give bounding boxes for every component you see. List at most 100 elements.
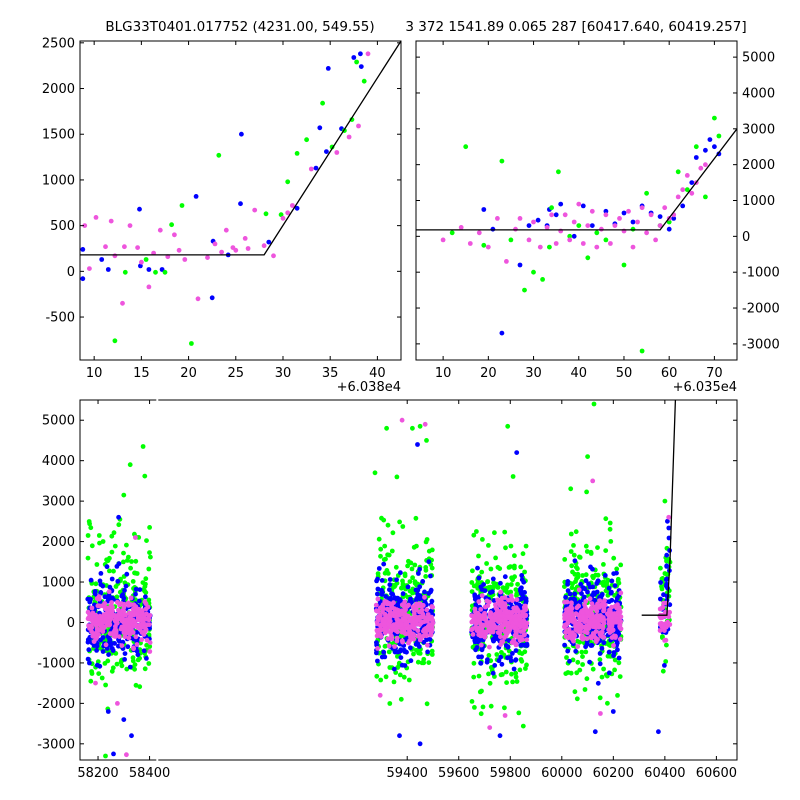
data-point [480,704,486,710]
data-point [124,571,130,577]
data-point [389,633,394,639]
data-point [515,581,520,587]
data-point [346,134,352,140]
y-tick-label: 0 [67,616,75,631]
data-point [613,635,618,640]
outlier-point [394,474,400,480]
data-point [387,618,393,624]
data-point [126,635,132,641]
data-point [522,605,527,611]
data-point [502,574,508,580]
data-point [509,623,515,629]
data-point [570,637,576,642]
data-point [263,211,269,217]
data-point [398,647,404,653]
data-point [505,644,511,650]
data-point [582,586,588,592]
data-point [572,591,578,597]
x-tick-label: 20 [480,366,497,381]
data-point [137,206,142,212]
data-point [102,601,108,606]
outlier-point [505,423,511,429]
y-tick-label: 1000 [742,194,775,209]
y-tick-label: 2000 [42,82,75,97]
data-point [498,672,504,678]
data-point [573,564,579,570]
outlier-point [93,680,98,686]
data-point [599,674,605,680]
data-point [479,593,485,598]
x-tick-label: 70 [706,366,723,381]
data-point [103,244,108,250]
data-point [564,655,569,660]
data-point [471,674,477,680]
outlier-point [121,717,127,722]
data-point [374,578,379,584]
data-point [630,226,636,232]
data-point [518,596,524,602]
data-point [576,223,582,229]
data-point [382,620,387,626]
data-point [114,614,119,620]
data-point [412,562,418,568]
data-point [402,599,408,605]
data-point [505,627,510,633]
y-tick-label: -3000 [742,337,780,352]
model-line [641,400,677,616]
data-point [136,606,142,612]
data-point [481,207,487,212]
axis-break [156,398,159,402]
data-point [425,649,430,655]
data-point [613,624,618,629]
data-point [575,644,581,649]
data-point [498,589,503,595]
outlier-point [598,711,603,716]
data-point [519,573,525,578]
data-point [125,554,131,560]
data-point [137,598,142,604]
data-point [521,621,527,627]
data-point [458,225,464,230]
data-point [147,613,153,618]
x-tick-label: 60600 [696,766,737,781]
x-tick-label: 10 [435,366,452,381]
data-point [596,603,602,609]
data-point [514,679,520,684]
data-point [671,216,677,221]
data-point [153,269,158,275]
y-tick-label: 0 [742,230,750,245]
data-point [563,671,569,676]
data-point [524,643,530,648]
data-point [413,641,419,647]
data-point [387,582,393,588]
data-point [145,617,151,622]
data-point [398,655,404,660]
data-point [144,538,149,543]
data-point [157,227,163,233]
data-point [480,537,485,542]
data-point [569,617,575,623]
data-point [88,525,94,531]
data-point [594,581,600,586]
data-point [601,640,607,646]
data-point [584,549,590,554]
data-point [511,666,517,672]
data-point [639,205,645,211]
data-point [626,208,631,214]
data-point [449,230,455,236]
outlier-point [591,401,597,407]
data-point [290,203,295,208]
data-point [358,64,364,69]
data-point [205,255,210,260]
data-point [508,655,513,660]
data-point [514,597,520,603]
data-point [193,194,199,199]
data-point [606,585,612,591]
data-point [486,671,491,677]
data-point [119,643,125,648]
data-point [580,654,585,659]
data-point [531,269,536,275]
data-point [635,219,640,225]
data-point [598,613,603,618]
data-point [512,553,517,559]
